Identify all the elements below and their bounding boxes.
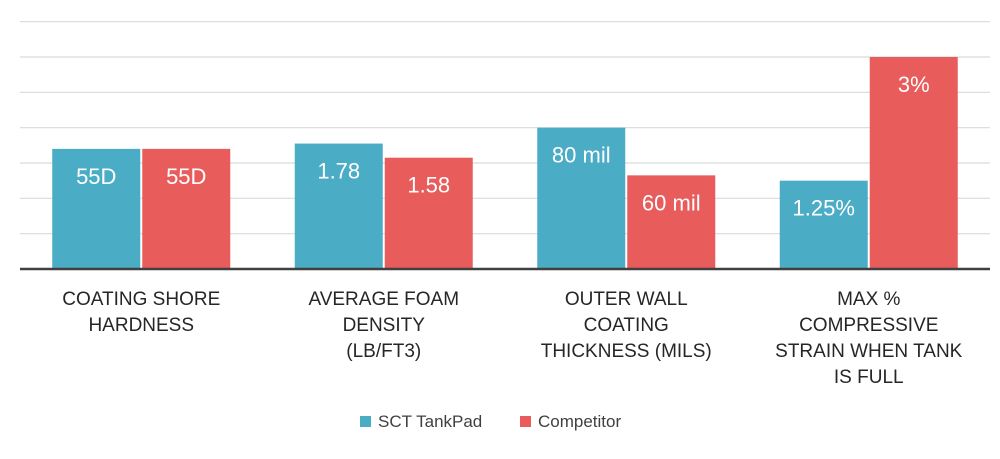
category-label-line: MAX % [837, 289, 900, 310]
legend-entry: Competitor [538, 412, 621, 431]
bar-value-label: 80 mil [552, 143, 611, 168]
category-label-line: (LB/FT3) [346, 341, 421, 362]
bar-value-label: 1.58 [407, 173, 450, 198]
category-label-line: THICKNESS (MILS) [541, 341, 712, 362]
bar-value-label: 55D [76, 164, 116, 189]
category-label: MAX % COMPRESSIVE STRAIN WHEN TANK IS FULL [775, 289, 963, 388]
category-label-line: COATING SHORE [62, 289, 220, 310]
bar-labels: 55D 1.78 80 mil 1.25% 55D 1.58 60 mil 3% [76, 72, 930, 221]
legend-swatch [360, 416, 371, 427]
bar [869, 57, 958, 269]
bar [384, 157, 473, 269]
bar [779, 180, 868, 269]
category-label-line: IS FULL [834, 367, 904, 388]
bar-value-label: 1.78 [317, 159, 360, 184]
legend-swatch [520, 416, 531, 427]
category-label-line: OUTER WALL [565, 289, 688, 310]
bar [537, 127, 626, 270]
bar-value-label: 3% [898, 72, 930, 97]
bar [294, 143, 383, 269]
category-label: COATING SHORE HARDNESS [62, 289, 220, 336]
category-label: OUTER WALL COATING THICKNESS (MILS) [541, 289, 712, 362]
category-label-line: AVERAGE FOAM [308, 289, 459, 310]
category-label-line: DENSITY [343, 315, 426, 336]
category-label-line: HARDNESS [88, 315, 194, 336]
bars [52, 57, 958, 270]
category-label-line: COATING [584, 315, 669, 336]
legend: SCT TankPad Competitor [360, 412, 621, 431]
category-label: AVERAGE FOAM DENSITY (LB/FT3) [308, 289, 459, 362]
bar-value-label: 55D [166, 164, 206, 189]
bar [52, 148, 141, 269]
category-label-line: COMPRESSIVE [799, 315, 938, 336]
bar-value-label: 1.25% [793, 196, 855, 221]
category-labels: COATING SHORE HARDNESS AVERAGE FOAM DENSITY… [62, 289, 962, 388]
bar-value-label: 60 mil [642, 190, 701, 215]
legend-entry: SCT TankPad [378, 412, 482, 431]
bar [142, 148, 231, 269]
category-label-line: STRAIN WHEN TANK [775, 341, 963, 362]
bar [627, 175, 716, 269]
